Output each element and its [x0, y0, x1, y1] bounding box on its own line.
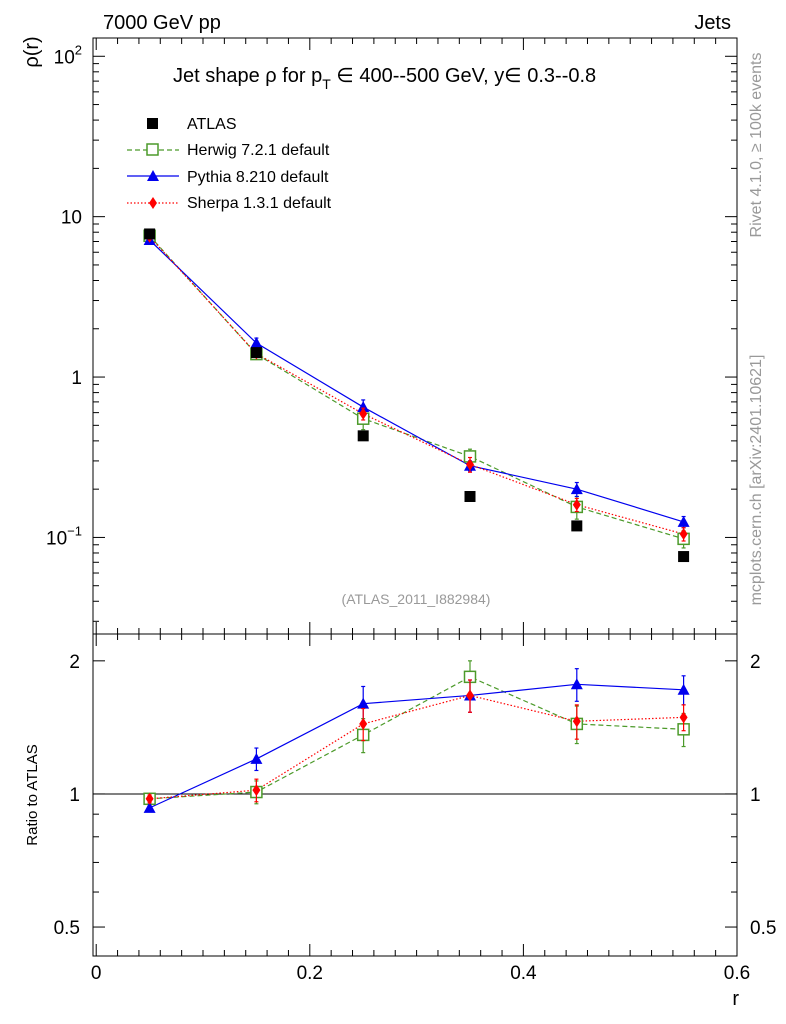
- ratio-y-tick-label-right: 1: [750, 785, 761, 806]
- main-line-herwig: [149, 235, 684, 540]
- main-y-tick-label: 10−1: [46, 523, 82, 549]
- x-tick-label: 0.4: [510, 963, 537, 984]
- main-panel: 10−1 1 10 102 ρ(r) Jet shape ρ for pT ∈ 400…: [21, 36, 738, 635]
- ratio-point-sherpa: [572, 715, 581, 728]
- main-point-pythia: [250, 337, 263, 349]
- ratio-point-pythia: [570, 678, 583, 690]
- ratio-ticks: [93, 634, 738, 956]
- legend-marker-atlas: [147, 118, 158, 129]
- legend-label-herwig: Herwig 7.2.1 default: [187, 142, 330, 159]
- ratio-line-sherpa: [149, 694, 684, 800]
- main-point-sherpa: [466, 458, 475, 471]
- ratio-y-axis-label: Ratio to ATLAS: [24, 744, 41, 845]
- ratio-line-pythia: [149, 683, 684, 809]
- main-point-atlas: [571, 520, 583, 532]
- header-left: 7000 GeV pp: [103, 12, 221, 34]
- ratio-point-pythia: [143, 801, 156, 813]
- main-y-tick-label: 1: [71, 368, 82, 389]
- legend-marker-herwig: [146, 143, 159, 156]
- main-point-atlas: [357, 430, 369, 442]
- ratio-line-herwig: [149, 676, 684, 800]
- main-point-atlas: [144, 228, 156, 240]
- ratio-point-sherpa: [466, 689, 475, 702]
- main-y-axis-label: ρ(r): [21, 36, 43, 67]
- ratio-point-pythia: [250, 752, 263, 764]
- ratio-y-tick-label: 1: [69, 785, 80, 806]
- ratio-y-tick-label-right: 0.5: [750, 918, 776, 939]
- ratio-frame: [92, 633, 738, 957]
- main-point-pythia: [677, 515, 690, 527]
- main-ticks: [93, 38, 738, 634]
- rivet-label: Rivet 4.1.0, ≥ 100k events: [748, 53, 765, 238]
- mcplots-label: mcplots.cern.ch [arXiv:2401.10621]: [748, 355, 765, 606]
- legend: ATLAS Herwig 7.2.1 default Pythia 8.210 …: [127, 116, 332, 212]
- ratio-data: [93, 660, 737, 813]
- ratio-y-tick-label: 0.5: [54, 918, 80, 939]
- analysis-label: (ATLAS_2011_I882984): [342, 591, 491, 607]
- x-tick-label: 0.2: [297, 963, 323, 984]
- chart-title: Jet shape ρ for pT ∈ 400--500 GeV, y∈ 0.…: [173, 65, 596, 92]
- main-y-tick-labels: 10−1 1 10 102: [46, 42, 82, 549]
- ratio-point-pythia: [357, 697, 370, 709]
- ratio-point-sherpa: [679, 711, 688, 724]
- main-point-sherpa: [679, 528, 688, 541]
- x-tick-label: 0.6: [724, 963, 750, 984]
- ratio-point-sherpa: [145, 792, 154, 805]
- main-point-atlas: [464, 490, 476, 502]
- legend-label-sherpa: Sherpa 1.3.1 default: [187, 195, 332, 212]
- x-axis-label: r: [732, 988, 739, 1010]
- x-tick-label: 0: [91, 963, 102, 984]
- title-post: ∈ 400--500 GeV, y∈ 0.3--0.8: [331, 65, 596, 87]
- legend-marker-sherpa: [149, 197, 157, 209]
- legend-marker-pythia: [147, 170, 159, 181]
- ratio-y-tick-label: 2: [69, 652, 80, 673]
- title-sub: T: [322, 76, 331, 92]
- main-point-pythia: [357, 401, 370, 413]
- x-tick-labels: 0 0.2 0.4 0.6: [91, 963, 750, 984]
- main-line-sherpa: [149, 236, 684, 535]
- title-pre: Jet shape ρ for p: [173, 65, 322, 87]
- main-point-pythia: [570, 483, 583, 495]
- ratio-point-sherpa: [359, 717, 368, 730]
- main-data: [143, 228, 690, 563]
- main-point-sherpa: [572, 498, 581, 511]
- legend-label-pythia: Pythia 8.210 default: [187, 169, 329, 186]
- legend-label-atlas: ATLAS: [187, 116, 237, 133]
- main-y-tick-label: 10: [61, 208, 82, 229]
- main-point-atlas: [678, 551, 690, 563]
- main-y-tick-label: 102: [54, 42, 82, 68]
- ratio-panel: 0.5 0.5 1 1 2 2 Ratio to ATLAS: [24, 633, 777, 957]
- main-point-atlas: [250, 347, 262, 359]
- ratio-y-tick-label-right: 2: [750, 652, 761, 673]
- main-point-sherpa: [359, 407, 368, 420]
- main-line-pythia: [149, 239, 684, 523]
- ratio-point-sherpa: [252, 784, 261, 797]
- ratio-point-pythia: [677, 683, 690, 695]
- header-right: Jets: [694, 12, 731, 34]
- ratio-y-tick-labels: 0.5 0.5 1 1 2 2: [54, 652, 777, 939]
